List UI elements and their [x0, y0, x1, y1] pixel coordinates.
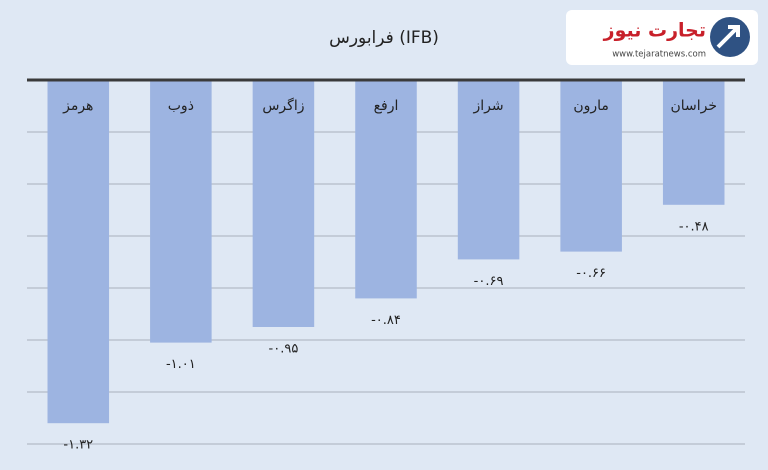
bar	[560, 80, 622, 252]
bar	[252, 80, 315, 327]
bar	[662, 80, 725, 205]
category-label: هرمز	[62, 98, 93, 114]
logo-url: www.tejaratnews.com	[612, 50, 706, 60]
bar	[150, 80, 212, 343]
category-label: زاگرس	[262, 97, 304, 114]
value-label: -۱.۳۲	[63, 438, 93, 453]
value-label: -۰.۹۵	[269, 342, 299, 357]
category-label: خراسان	[670, 98, 717, 114]
bar	[355, 80, 417, 299]
value-label: -۰.۴۸	[679, 219, 709, 234]
category-label: ارفع	[374, 98, 399, 114]
logo: تجارت نیوز www.tejaratnews.com	[566, 10, 758, 65]
bar	[47, 80, 110, 424]
logo-arrow	[716, 25, 740, 49]
value-label: -۰.۶۹	[474, 274, 504, 289]
value-label: -۱.۰۱	[166, 357, 196, 372]
category-label: ذوب	[168, 98, 194, 114]
logo-box	[566, 10, 758, 65]
value-label: -۰.۸۴	[371, 313, 401, 328]
bar	[457, 80, 520, 260]
category-label: مارون	[573, 98, 609, 114]
logo-text: تجارت نیوز	[603, 20, 706, 42]
category-label: شراز	[473, 98, 504, 114]
chart-title: فرابورس (IFB)	[329, 28, 439, 48]
value-label: -۰.۶۶	[576, 266, 606, 281]
